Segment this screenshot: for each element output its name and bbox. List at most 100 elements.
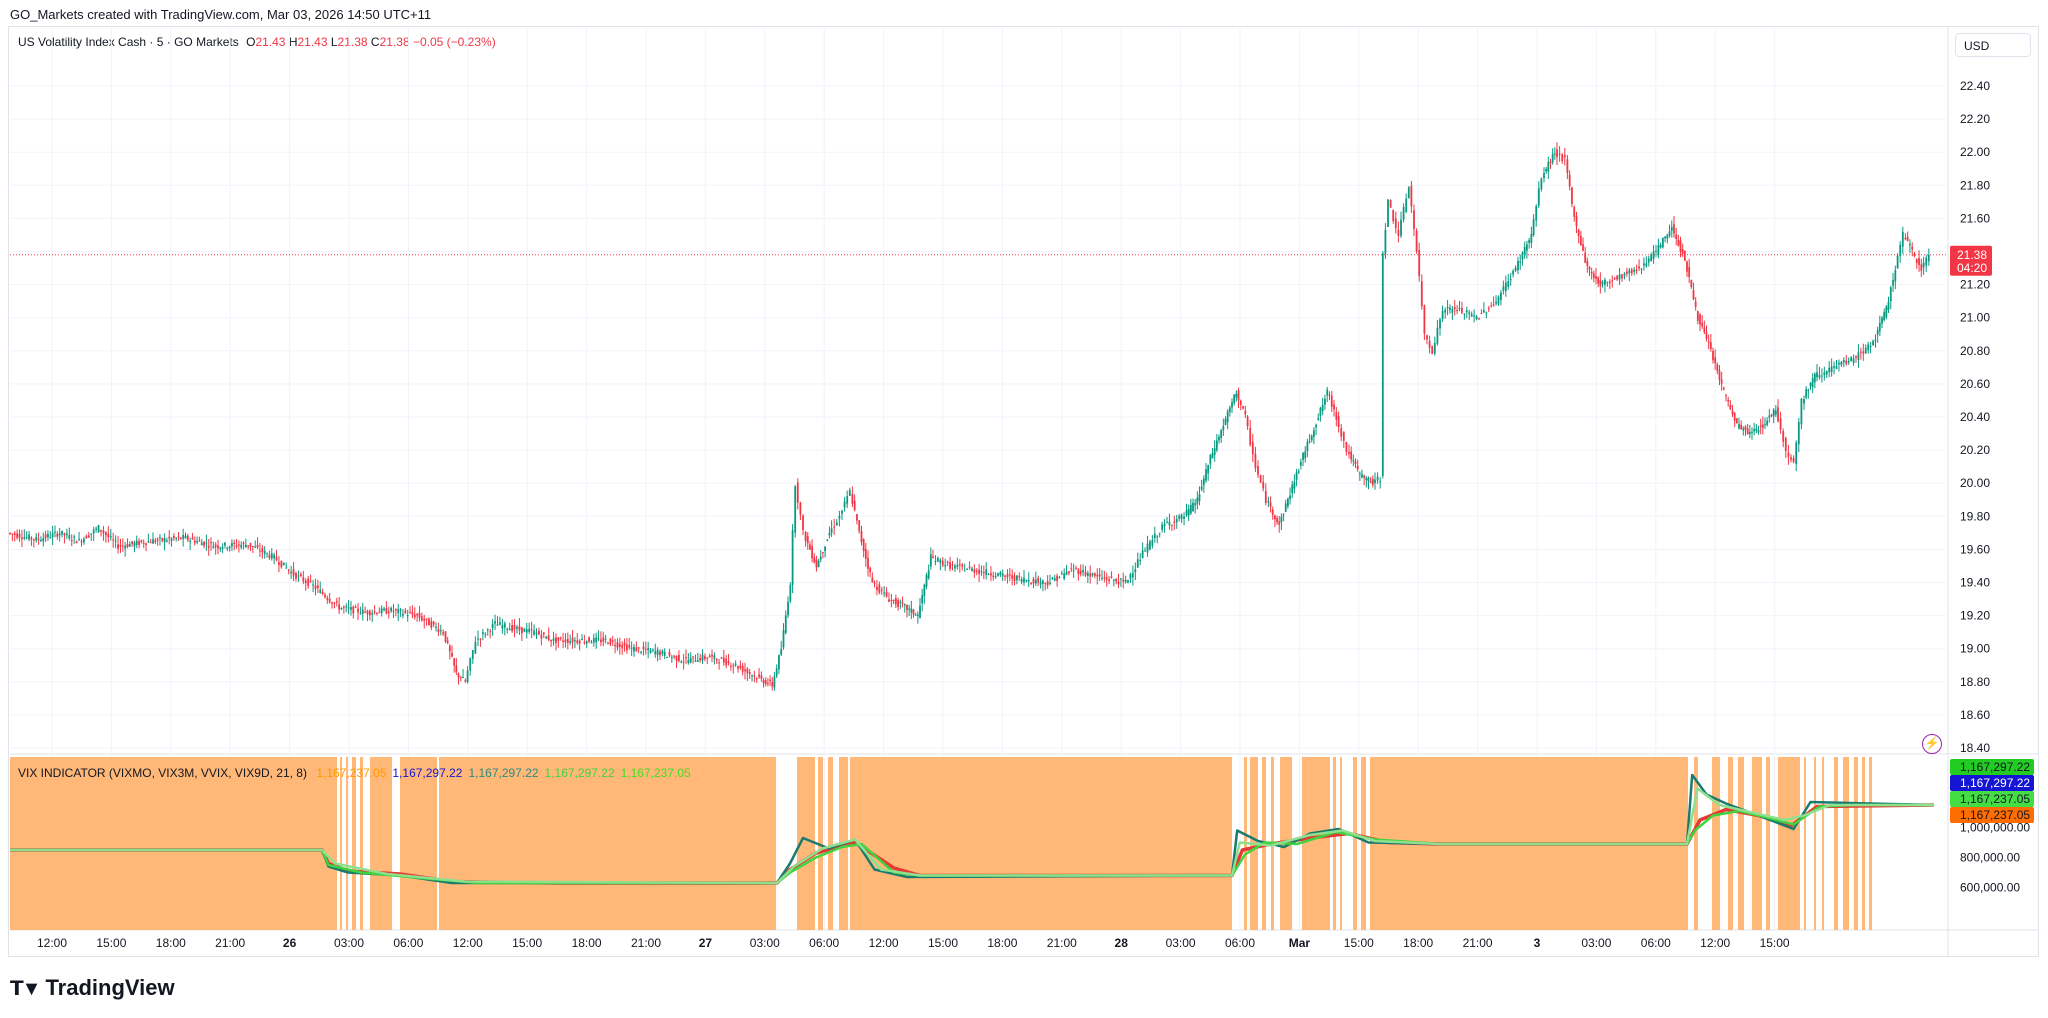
- candle-body: [689, 657, 692, 663]
- candle-body: [499, 622, 501, 625]
- candle-body: [1779, 418, 1782, 430]
- candle-body: [210, 542, 212, 544]
- candle-body: [131, 541, 134, 544]
- candle-body: [1922, 262, 1925, 268]
- candle-body: [78, 538, 80, 540]
- candle-body: [109, 536, 112, 538]
- candle-body: [711, 654, 713, 657]
- candle-body: [1927, 254, 1930, 262]
- time-tick-label: 12:00: [37, 936, 67, 950]
- candle-body: [466, 670, 469, 682]
- candle-body: [1867, 344, 1870, 350]
- candle-body: [1547, 161, 1550, 172]
- candle-body: [701, 655, 704, 661]
- symbol-name[interactable]: US Volatility Index Cash · 5 · GO Market…: [18, 35, 239, 49]
- candle-body: [439, 630, 442, 632]
- symbol-legend[interactable]: US Volatility Index Cash · 5 · GO Market…: [18, 35, 496, 49]
- candle-body: [1117, 581, 1120, 585]
- candle-body: [203, 541, 205, 546]
- candle-body: [172, 535, 175, 539]
- candle-body: [704, 656, 706, 659]
- candle-body: [1308, 441, 1311, 443]
- candle-body: [963, 570, 966, 572]
- price-tick-label: 19.20: [1960, 609, 1990, 623]
- indicator-name[interactable]: VIX INDICATOR (VIXMO, VIX3M, VVIX, VIX9D…: [18, 766, 307, 780]
- candle-body: [126, 543, 129, 547]
- candle-body: [1333, 404, 1335, 410]
- candle-body: [503, 623, 506, 628]
- candle-body: [179, 537, 182, 539]
- candle-body: [256, 544, 259, 548]
- candle-body: [559, 637, 562, 639]
- candle-body: [1630, 269, 1633, 274]
- candle-body: [102, 530, 105, 534]
- currency-button[interactable]: USD: [1955, 33, 2031, 57]
- candle-body: [1112, 579, 1115, 581]
- candle-body: [1013, 575, 1016, 581]
- candle-body: [170, 538, 173, 541]
- candle-body: [1611, 280, 1614, 282]
- candle-body: [811, 546, 813, 559]
- indicator-band: [1712, 757, 1720, 930]
- indicator-band: [10, 757, 337, 930]
- candle-body: [138, 541, 140, 546]
- candle-body: [1766, 420, 1769, 425]
- candle-body: [1304, 451, 1307, 459]
- candle-body: [1586, 261, 1589, 267]
- candle-body: [1168, 521, 1171, 526]
- indicator-band: [1728, 757, 1733, 930]
- candle-body: [692, 656, 694, 658]
- candle-body: [1198, 494, 1201, 501]
- candle-body: [70, 540, 73, 542]
- candle-body: [725, 658, 728, 666]
- candle-body: [1701, 322, 1704, 327]
- candle-body: [1392, 210, 1395, 221]
- candle-body: [919, 605, 921, 619]
- candle-body: [626, 644, 628, 651]
- candle-body: [1259, 474, 1262, 483]
- candle-body: [399, 609, 402, 611]
- candle-body: [285, 567, 288, 569]
- candle-body: [1149, 541, 1151, 550]
- indicator-legend[interactable]: VIX INDICATOR (VIXMO, VIX3M, VVIX, VIX9D…: [18, 766, 691, 780]
- candle-body: [1497, 296, 1500, 305]
- tradingview-logo[interactable]: 𝗧▼ TradingView: [10, 975, 175, 1001]
- candle-body: [1480, 312, 1483, 314]
- indicator-tick-label: 1,000,000.00: [1960, 821, 2030, 835]
- candle-body: [1549, 161, 1552, 163]
- indicator-band: [1353, 757, 1357, 930]
- candle-body: [368, 611, 371, 616]
- candle-body: [295, 572, 297, 579]
- candle-body: [1131, 573, 1134, 578]
- candle-body: [259, 550, 261, 552]
- candle-body: [771, 682, 774, 687]
- candle-body: [1896, 255, 1899, 269]
- candle-body: [1517, 260, 1519, 271]
- candle-body: [804, 531, 807, 541]
- candle-body: [287, 569, 290, 571]
- candle-body: [404, 610, 407, 613]
- candle-body: [1512, 270, 1515, 275]
- candle-body: [1361, 474, 1363, 478]
- candle-body: [63, 533, 66, 536]
- price-tick-label: 22.40: [1960, 79, 1990, 93]
- lightning-icon[interactable]: ⚡: [1922, 734, 1942, 754]
- candle-body: [1852, 358, 1855, 363]
- candle-body: [1196, 497, 1199, 504]
- candle-body: [516, 626, 518, 629]
- candle-body: [609, 638, 612, 645]
- candle-body: [932, 556, 934, 558]
- candle-body: [54, 531, 56, 533]
- candle-body: [1049, 582, 1051, 585]
- candle-body: [321, 591, 324, 595]
- candle-body: [894, 598, 897, 605]
- candle-body: [1635, 269, 1638, 271]
- candle-body: [1317, 418, 1320, 420]
- candle-body: [1001, 573, 1004, 577]
- candle-body: [1127, 580, 1129, 583]
- candle-body: [1537, 188, 1540, 206]
- candle-body: [418, 612, 421, 618]
- candle-body: [1830, 366, 1833, 373]
- candle-body: [409, 611, 411, 613]
